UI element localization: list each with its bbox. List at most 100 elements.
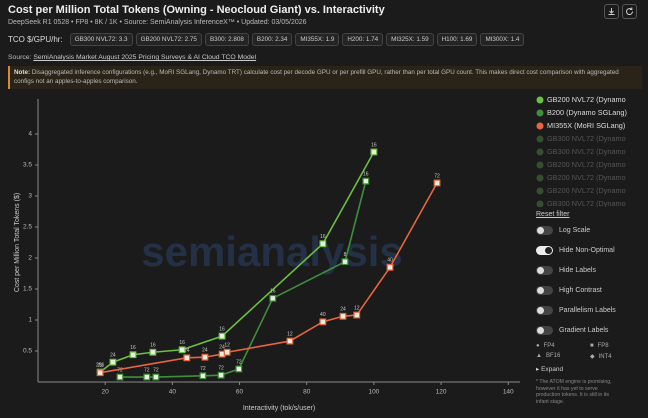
source-link[interactable]: SemiAnalysis Market August 2025 Pricing … bbox=[33, 54, 257, 61]
toggle-row[interactable]: Hide Labels bbox=[536, 260, 644, 280]
toggle-row[interactable]: Log Scale bbox=[536, 220, 644, 240]
toggle-switch[interactable] bbox=[536, 325, 553, 335]
data-point bbox=[286, 337, 294, 345]
toggle-row[interactable]: Parallelism Labels bbox=[536, 300, 644, 320]
point-label: 16 bbox=[179, 340, 185, 346]
toggle-switch[interactable] bbox=[536, 265, 553, 275]
y-axis-label: Cost per Million Total Tokens ($) bbox=[14, 193, 21, 292]
legend-label-inactive: GB200 NVL72 (Dynamo bbox=[547, 186, 626, 195]
data-point bbox=[319, 240, 327, 248]
legend-label-inactive: GB200 NVL72 (Dynamo bbox=[547, 173, 626, 182]
toggle-knob bbox=[537, 286, 544, 294]
marker-glyph: ▲ bbox=[536, 353, 542, 359]
y-tick-label: 4 bbox=[28, 131, 32, 138]
toggle-label: Log Scale bbox=[559, 226, 591, 234]
x-tick-label: 80 bbox=[303, 389, 311, 396]
toggle-row[interactable]: Gradient Labels bbox=[536, 320, 644, 340]
expand[interactable]: ▸ Expand bbox=[536, 366, 564, 373]
legend-label-inactive: GB300 NVL72 (Dynamo bbox=[547, 199, 626, 208]
data-point bbox=[386, 263, 394, 271]
reset-filter[interactable]: Reset filter bbox=[536, 211, 570, 218]
tco-chip: MI300X: 1.4 bbox=[480, 33, 525, 46]
point-label: 72 bbox=[434, 173, 440, 179]
data-point bbox=[143, 373, 151, 381]
point-label: 8 bbox=[344, 252, 347, 258]
legend-swatch-inactive bbox=[536, 135, 544, 143]
point-label: 24 bbox=[219, 344, 225, 350]
tco-label: TCO $/GPU/hr: bbox=[8, 35, 63, 44]
data-point bbox=[178, 346, 186, 354]
marker-label: INT4 bbox=[598, 354, 612, 360]
point-label: 72 bbox=[144, 367, 150, 373]
data-point bbox=[341, 258, 349, 266]
marker-glyph: ● bbox=[536, 343, 540, 349]
point-label: 12 bbox=[354, 305, 360, 311]
control-panel: Reset filter Log Scale Hide Non-Optimal Hi… bbox=[536, 211, 644, 405]
marker-item: ■ FP8 bbox=[590, 343, 644, 349]
toggle-switch[interactable] bbox=[536, 305, 553, 315]
x-tick-label: 60 bbox=[236, 389, 244, 396]
point-label: 72 bbox=[200, 366, 206, 372]
legend-label-inactive: GB200 NVL72 (Dynamo bbox=[547, 160, 626, 169]
toggle-label: Parallelism Labels bbox=[559, 306, 616, 314]
point-label: 16 bbox=[270, 289, 276, 295]
toggle-switch[interactable] bbox=[536, 225, 553, 235]
marker-legend: ● FP4 ■ FP8 ▲ BF16 ◆ INT4 bbox=[536, 343, 644, 360]
legend-swatch-inactive bbox=[536, 161, 544, 169]
data-point bbox=[149, 348, 157, 356]
x-axis-label: Interactivity (tok/s/user) bbox=[243, 405, 315, 412]
x-tick-label: 20 bbox=[102, 389, 110, 396]
toggle-switch[interactable] bbox=[536, 285, 553, 295]
download-button[interactable] bbox=[604, 4, 619, 19]
x-tick-label: 40 bbox=[169, 389, 177, 396]
tco-chip: MI325X: 1.59 bbox=[386, 33, 434, 46]
note: Note: Disaggregated inference configurat… bbox=[8, 66, 642, 89]
data-point bbox=[96, 369, 104, 377]
data-point bbox=[129, 351, 137, 359]
download-icon bbox=[608, 8, 615, 15]
data-point bbox=[319, 318, 327, 326]
y-tick-label: 2 bbox=[28, 255, 32, 262]
point-label: 12 bbox=[224, 343, 230, 349]
toggle-switch[interactable] bbox=[536, 245, 553, 255]
toggle-knob bbox=[537, 226, 544, 234]
marker-glyph: ■ bbox=[590, 343, 594, 349]
refresh-button[interactable] bbox=[622, 4, 637, 19]
data-point bbox=[199, 372, 207, 380]
marker-glyph: ◆ bbox=[590, 354, 595, 360]
legend-swatch bbox=[536, 109, 544, 117]
tco-chip: MI355X: 1.9 bbox=[295, 33, 340, 46]
point-label: 16 bbox=[371, 142, 377, 148]
tco-chip: B300: 2.808 bbox=[204, 33, 249, 46]
data-point bbox=[218, 332, 226, 340]
tco-chip: B200: 2.34 bbox=[251, 33, 293, 46]
footnote: * The ATOM engine is promising, however … bbox=[536, 379, 612, 405]
legend-label-inactive: GB300 NVL72 (Dynamo bbox=[547, 134, 626, 143]
x-tick-label: 140 bbox=[503, 389, 514, 396]
data-point bbox=[370, 148, 378, 156]
point-label: 16 bbox=[320, 234, 326, 240]
point-label: 16 bbox=[219, 326, 225, 332]
point-label: 72 bbox=[218, 366, 224, 372]
marker-label: FP8 bbox=[597, 343, 609, 349]
toggle-row[interactable]: Hide Non-Optimal bbox=[536, 240, 644, 260]
legend-swatch-inactive bbox=[536, 187, 544, 195]
legend-label: B200 (Dynamo SGLang) bbox=[547, 108, 627, 117]
toggle-knob bbox=[545, 246, 552, 254]
toggle-label: Hide Labels bbox=[559, 266, 596, 274]
x-tick-label: 100 bbox=[368, 389, 379, 396]
point-label: 16 bbox=[130, 345, 136, 351]
point-label: 24 bbox=[340, 307, 346, 313]
toggles: Log Scale Hide Non-Optimal Hide Labels High… bbox=[536, 220, 644, 340]
tco-chip: GB200 NVL72: 2.75 bbox=[135, 33, 202, 46]
data-point bbox=[217, 371, 225, 379]
point-label: 24 bbox=[202, 348, 208, 354]
data-point bbox=[223, 348, 231, 356]
data-point bbox=[183, 354, 191, 362]
subtitle: DeepSeek R1 0528 • FP8 • 8K / 1K • Sourc… bbox=[8, 19, 307, 26]
source: Source: SemiAnalysis Market August 2025 … bbox=[8, 54, 256, 61]
title: Cost per Million Total Tokens (Owning - … bbox=[8, 4, 385, 16]
toggle-row[interactable]: High Contrast bbox=[536, 280, 644, 300]
toggle-label: High Contrast bbox=[559, 286, 602, 294]
